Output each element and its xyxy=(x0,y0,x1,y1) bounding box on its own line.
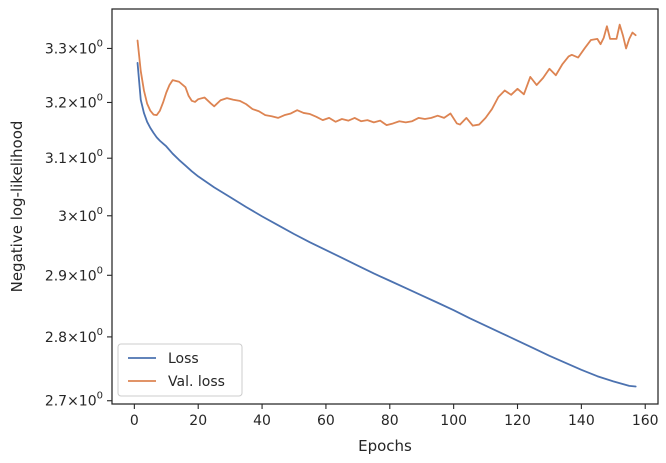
plot-area-frame xyxy=(111,8,659,405)
y-tick-label: 2.8×100 xyxy=(45,327,103,346)
x-tick-label: 100 xyxy=(440,413,467,429)
x-tick-label: 80 xyxy=(381,413,399,429)
x-tick-label: 60 xyxy=(317,413,335,429)
y-tick-label: 3.2×100 xyxy=(45,92,103,111)
y-tick-label: 3.1×100 xyxy=(45,148,103,167)
x-axis-label: Epochs xyxy=(358,437,412,455)
x-tick-label: 120 xyxy=(504,413,531,429)
y-tick-label: 2.9×100 xyxy=(45,265,103,284)
x-tick-label: 160 xyxy=(632,413,659,429)
y-tick-label: 3.3×100 xyxy=(45,38,103,57)
series-layer xyxy=(136,23,637,388)
x-tick-label: 20 xyxy=(189,413,207,429)
legend-label: Val. loss xyxy=(168,374,225,390)
legend-box xyxy=(117,343,243,397)
x-tick-label: 40 xyxy=(253,413,271,429)
y-axis-label: Negative log-likelihood xyxy=(8,121,26,293)
x-tick-label: 0 xyxy=(130,413,139,429)
legend: Loss Val. loss xyxy=(117,343,243,397)
y-tick-label: 2.7×100 xyxy=(45,391,103,410)
legend-label: Loss xyxy=(168,351,199,367)
y-axis-ticks: 2.7×100 2.8×100 2.9×100 3×100 3.1×100 3.2×100… xyxy=(45,38,112,410)
series-line-0 xyxy=(136,61,637,388)
x-tick-label: 140 xyxy=(568,413,595,429)
y-tick-label: 3×100 xyxy=(58,206,103,225)
x-axis-ticks: 0 20 40 60 80 100 120 140 160 xyxy=(130,404,659,429)
series-line-1 xyxy=(136,23,637,127)
